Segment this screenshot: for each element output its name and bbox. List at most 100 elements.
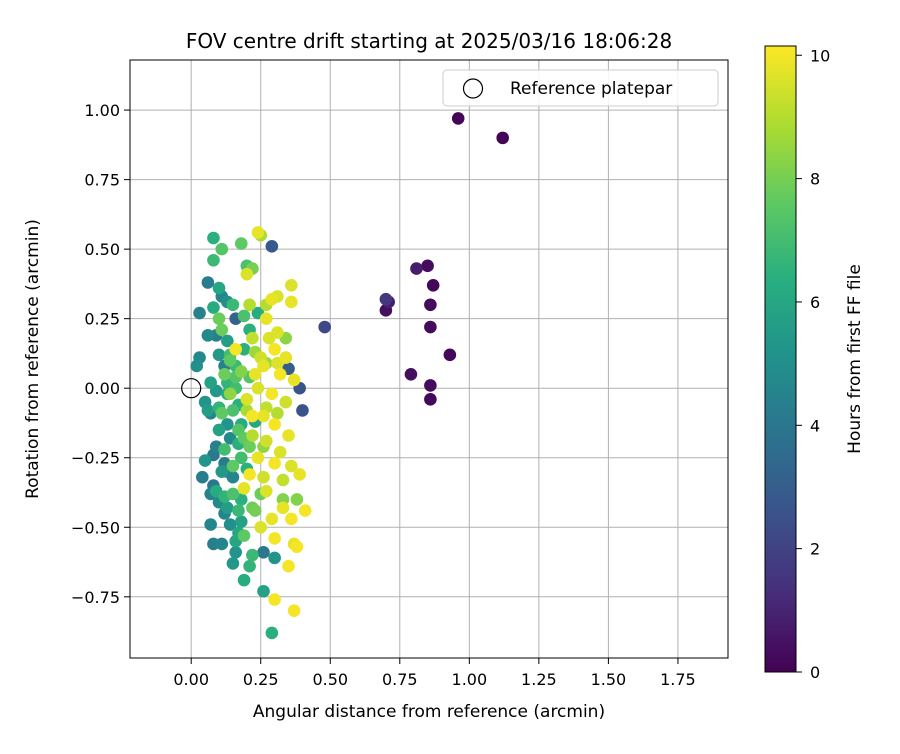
scatter-point <box>268 593 281 606</box>
scatter-point <box>201 276 215 289</box>
y-tick-label: 0.00 <box>84 379 120 398</box>
scatter-point <box>193 306 206 320</box>
chart-title: FOV centre drift starting at 2025/03/16 … <box>186 29 672 53</box>
scatter-point <box>226 459 240 473</box>
colorbar: 0 2 4 6 8 10 Hours from first FF file <box>764 45 865 682</box>
colorbar-tick-label: 8 <box>810 170 820 189</box>
scatter-point <box>268 418 281 431</box>
scatter-point <box>234 365 248 378</box>
scatter-point <box>218 367 231 381</box>
scatter-point <box>212 281 226 295</box>
legend-entry-reference: Reference platepar <box>510 79 672 99</box>
scatter-point <box>223 387 237 401</box>
scatter-point <box>257 359 270 373</box>
x-tick-label: 1.50 <box>591 670 627 689</box>
scatter-point <box>243 559 256 573</box>
colorbar-tick-label: 4 <box>810 416 820 435</box>
scatter-point <box>190 359 204 373</box>
scatter-point <box>218 443 231 456</box>
scatter-point <box>207 253 220 267</box>
scatter-point <box>268 342 281 356</box>
scatter-point <box>226 557 240 570</box>
scatter-point <box>204 376 217 389</box>
scatter-point <box>251 381 265 395</box>
scatter-point <box>443 348 457 362</box>
scatter-point <box>212 348 226 362</box>
scatter-point <box>251 226 265 239</box>
scatter-point <box>265 387 279 401</box>
scatter-point <box>201 329 215 342</box>
scatter-point <box>198 454 212 467</box>
scatter-point <box>234 237 248 250</box>
scatter-point <box>254 520 268 534</box>
scatter-point <box>248 504 262 517</box>
scatter-point <box>265 292 279 306</box>
scatter-point <box>201 404 215 417</box>
scatter-point <box>257 584 270 598</box>
x-tick-label: 1.00 <box>452 670 488 689</box>
scatter-point <box>215 406 229 420</box>
y-tick-label: −0.50 <box>71 518 120 537</box>
scatter-point <box>207 231 220 245</box>
scatter-point <box>226 298 240 312</box>
data-points <box>190 112 510 640</box>
scatter-point <box>257 546 270 559</box>
scatter-point <box>212 312 226 325</box>
colorbar-gradient <box>764 45 797 673</box>
scatter-point <box>404 367 418 381</box>
scatter-point <box>296 404 309 417</box>
y-tick-label: 0.25 <box>84 310 120 329</box>
scatter-point <box>240 267 254 281</box>
scatter-point <box>237 573 251 587</box>
scatter-point <box>265 626 279 640</box>
y-tick-label: 1.00 <box>84 101 120 120</box>
legend-box <box>442 69 719 107</box>
scatter-point <box>282 559 295 573</box>
scatter-point <box>276 473 290 487</box>
scatter-point <box>287 373 301 387</box>
scatter-point <box>240 393 254 406</box>
scatter-point <box>221 334 234 348</box>
scatter-point <box>215 537 229 551</box>
scatter-point <box>265 240 279 253</box>
colorbar-tick-label: 10 <box>810 46 830 65</box>
scatter-point <box>268 551 281 565</box>
scatter-point <box>259 434 273 448</box>
scatter-point <box>215 242 229 256</box>
scatter-point <box>226 487 240 501</box>
scatter-point <box>379 292 393 306</box>
y-axis-label: Rotation from reference (arcmin) <box>23 219 43 499</box>
scatter-point <box>221 501 234 515</box>
scatter-point <box>265 512 279 526</box>
scatter-point <box>248 367 262 381</box>
scatter-point <box>251 451 265 465</box>
scatter-point <box>223 354 237 367</box>
scatter-point <box>257 470 270 484</box>
y-tick-label: 0.50 <box>84 240 120 259</box>
scatter-point <box>279 351 293 364</box>
scatter-point <box>273 445 287 459</box>
scatter-point <box>234 515 248 529</box>
reference-marker-group <box>181 378 202 399</box>
y-axis-ticks: −0.75 −0.50 −0.25 0.00 0.25 0.50 0.75 1.00 <box>71 101 130 607</box>
scatter-point <box>207 301 220 314</box>
colorbar-tick-label: 0 <box>810 663 820 682</box>
x-tick-label: 0.75 <box>382 670 418 689</box>
scatter-point <box>276 501 290 515</box>
x-tick-label: 0.25 <box>243 670 279 689</box>
scatter-point <box>226 404 240 417</box>
scatter-point <box>451 112 465 125</box>
scatter-point <box>293 468 306 481</box>
scatter-point <box>282 429 295 442</box>
scatter-point <box>298 504 312 517</box>
scatter-point <box>421 259 434 273</box>
scatter-point <box>237 309 251 323</box>
scatter-point <box>285 278 298 292</box>
x-tick-label: 1.25 <box>521 670 557 689</box>
scatter-point <box>212 423 226 437</box>
scatter-point <box>243 468 256 481</box>
scatter-point <box>246 548 259 562</box>
scatter-point <box>204 518 217 531</box>
